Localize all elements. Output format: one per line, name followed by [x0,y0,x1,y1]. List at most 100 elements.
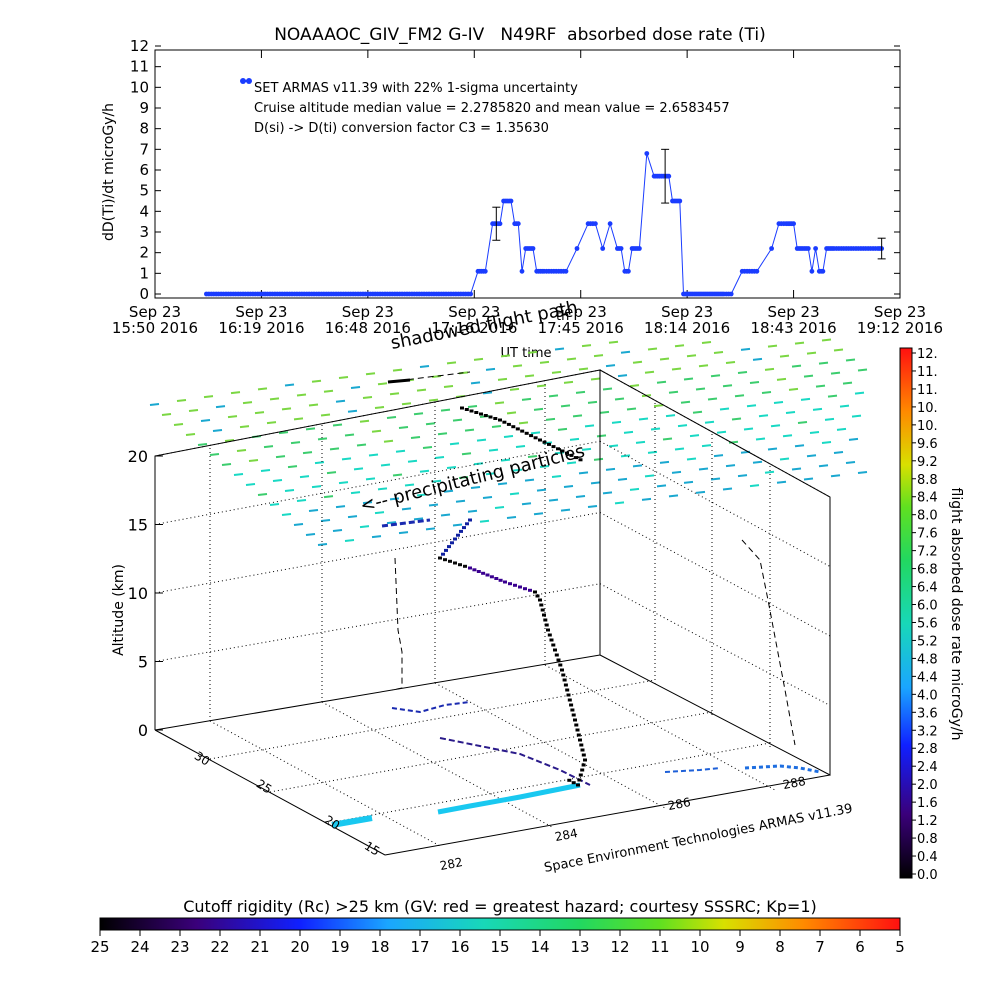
surface-dash [578,367,589,371]
dose-colorbar-tick-label: 11. [917,365,938,380]
surface-dash [338,375,349,379]
surface-dash [566,461,577,465]
latitude-tick-label: 15 [362,839,382,859]
flight-path-point [551,643,556,647]
surface-dash [605,467,616,471]
dose-colorbar-tick-label: 3.2 [917,724,938,739]
surface-dash [521,397,532,401]
surface-dash [401,507,412,511]
flight-path-point [456,533,460,537]
flight-path-point [498,578,503,582]
flight-path-point [529,434,534,438]
surface-dash [818,361,829,365]
ground-track-projection [331,701,821,828]
rigidity-colorbar-tick-label: 20 [290,938,309,956]
surface-dash [593,457,604,461]
surface-dash [470,381,481,385]
flight-path-point [553,648,557,652]
surface-dash [521,502,532,506]
surface-dash [620,350,631,354]
surface-dash [674,344,685,348]
flight-path-point [450,541,454,545]
altitude-tick-label: 20 [128,447,148,466]
surface-dash [413,517,424,521]
surface-dash [464,428,475,432]
surface-dash [188,409,199,413]
surface-dash [563,380,574,384]
surface-dash [401,402,412,406]
flight-path-point [448,559,452,563]
top-x-tick-date: Sep 23 [555,303,607,321]
surface-dash [404,483,415,487]
surface-dash [791,467,802,471]
ground-track-dark [439,737,591,786]
dose-rate-point [519,268,525,274]
flight-path-point [498,418,502,422]
dose-rate-point [809,268,815,274]
rigidity-colorbar-tick-label: 15 [490,938,509,956]
longitude-tick-label: 284 [554,826,579,844]
surface-dash [770,424,781,428]
flight-path-point [574,723,579,727]
surface-dash [758,414,769,418]
flight-path-point [539,603,544,607]
surface-dash [428,503,439,507]
surface-dash [317,437,328,441]
surface-dash [185,433,196,436]
surface-dash [707,397,718,401]
dose-colorbar-tick-label: 4.0 [917,688,938,703]
surface-dash [851,414,862,418]
surface-dash [236,449,247,453]
flight-path-point [485,573,490,577]
surface-dash [407,459,418,463]
dose-rate-point [666,173,672,179]
rigidity-colorbar-tick-label: 10 [690,938,709,956]
flight-path-point [518,585,522,589]
flight-path-point [538,598,542,602]
surface-dash [845,358,856,362]
surface-dash [242,401,253,405]
surface-dash [821,441,832,444]
surface-dash [524,478,535,482]
surface-dash [452,523,463,527]
surface-dash [698,364,709,368]
surface-dash [272,479,283,483]
3d-box [154,369,831,856]
flight-path-point [567,778,572,782]
surface-dash [857,368,868,372]
surface-dash [812,407,823,411]
surface-dash [509,492,520,496]
surface-dash [815,384,826,388]
dose-colorbar-tick-label: 4.4 [917,670,938,685]
surface-dash [332,423,343,427]
projection-right [741,539,796,746]
surface-dash [446,361,457,365]
dose-rate-point [508,198,514,204]
surface-dash [710,374,721,378]
dose-colorbar-tick-label: 7.2 [917,545,938,560]
flight-path-point [472,568,477,572]
surface-dash [440,513,451,517]
surface-dash [416,493,427,497]
flight-path-point [463,564,467,568]
surface-dash [281,513,292,516]
surface-dash [803,477,814,481]
surface-dash [725,464,736,468]
surface-dash [365,477,376,481]
dose-colorbar-tick-label: 5.6 [917,616,938,631]
surface-dash [626,407,637,411]
top-plot-frame [154,49,901,299]
surface-dash [425,422,436,426]
surface-dash [377,487,388,491]
surface-dash [338,481,349,485]
surface-dash [332,529,343,533]
surface-dash [257,387,268,391]
top-x-tick-date: Sep 23 [661,303,713,321]
surface-dash [581,344,592,348]
surface-dash [560,404,571,408]
surface-dash [605,364,616,368]
dose-rate-point [607,221,613,227]
flight-path-point [580,768,585,772]
surface-dash [209,453,220,456]
